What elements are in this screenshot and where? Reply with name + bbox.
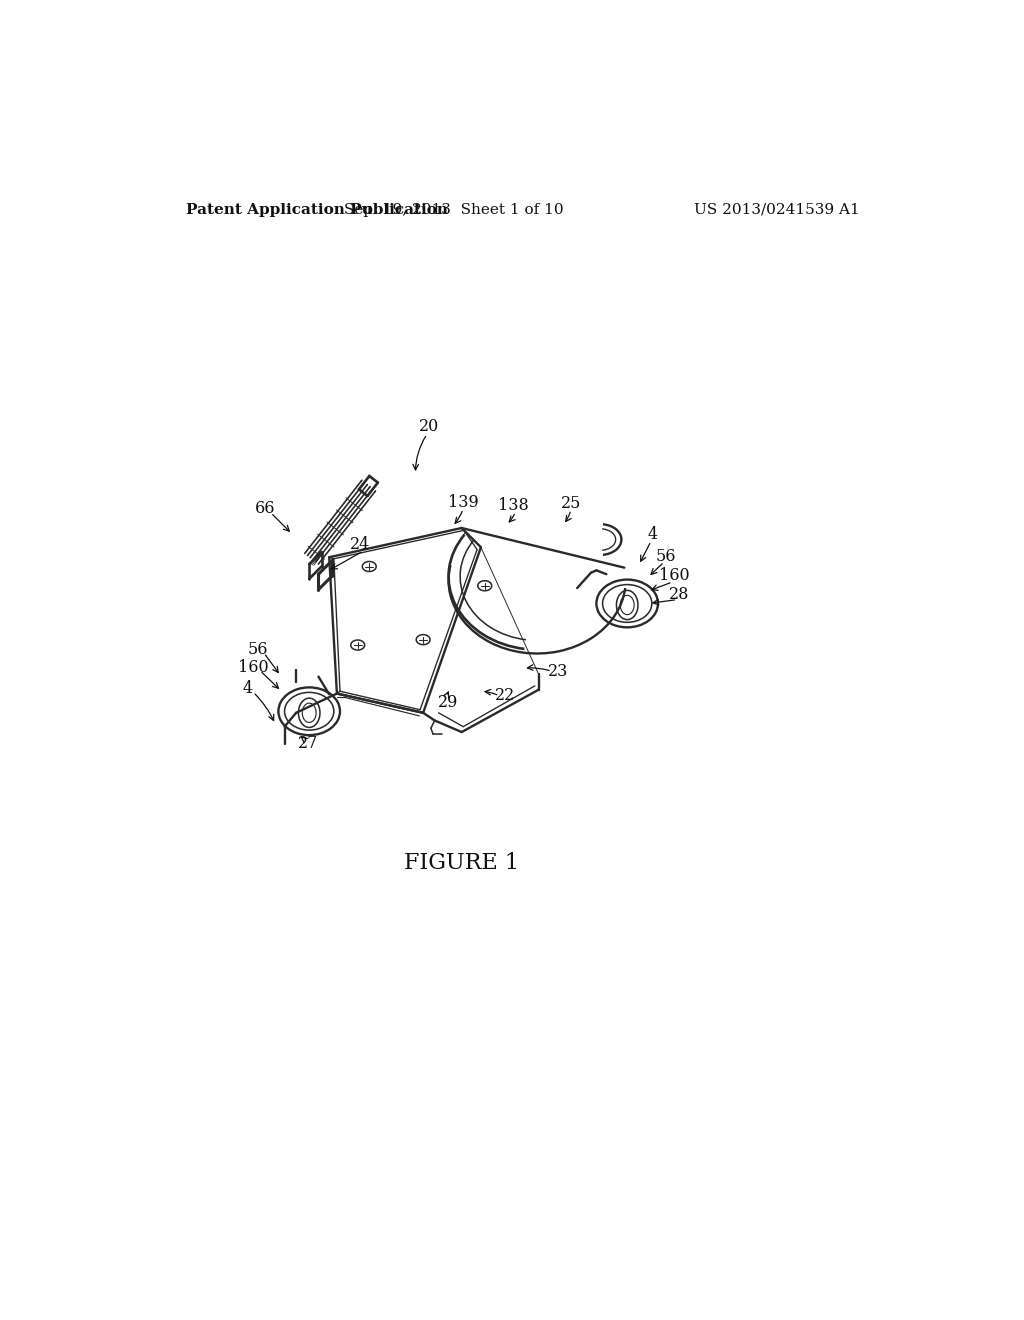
Text: 27: 27	[298, 735, 317, 752]
Text: 28: 28	[669, 586, 689, 603]
Text: 25: 25	[561, 495, 582, 512]
Text: Patent Application Publication: Patent Application Publication	[186, 203, 449, 216]
Text: 139: 139	[447, 494, 478, 511]
Text: US 2013/0241539 A1: US 2013/0241539 A1	[694, 203, 860, 216]
Text: Sep. 19, 2013  Sheet 1 of 10: Sep. 19, 2013 Sheet 1 of 10	[344, 203, 564, 216]
Text: 29: 29	[438, 693, 459, 710]
Text: 66: 66	[255, 500, 275, 517]
Text: 24: 24	[350, 536, 370, 553]
Text: 20: 20	[419, 418, 439, 434]
Text: FIGURE 1: FIGURE 1	[404, 851, 519, 874]
Text: 160: 160	[238, 659, 268, 676]
Text: 22: 22	[496, 688, 516, 705]
Text: 160: 160	[658, 568, 689, 585]
Text: 4: 4	[647, 527, 657, 544]
Text: 56: 56	[248, 642, 268, 659]
Text: 56: 56	[655, 548, 676, 565]
Text: 23: 23	[548, 663, 568, 680]
Text: 4: 4	[243, 680, 253, 697]
Text: 138: 138	[498, 498, 528, 515]
